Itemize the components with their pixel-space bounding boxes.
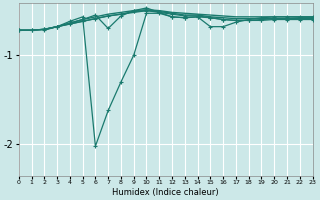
X-axis label: Humidex (Indice chaleur): Humidex (Indice chaleur) (112, 188, 219, 197)
